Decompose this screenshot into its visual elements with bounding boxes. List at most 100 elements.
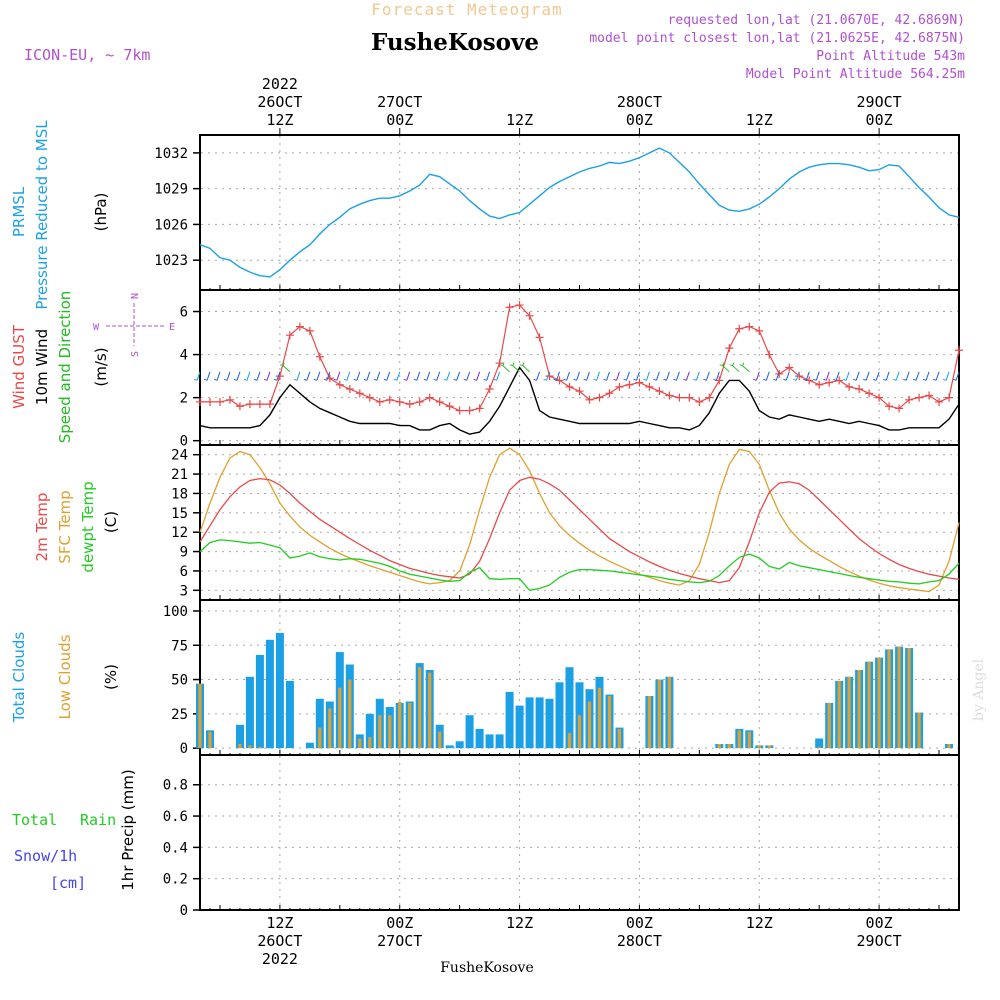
wind-direction-arrow <box>593 371 600 381</box>
low-cloud-bar <box>667 676 671 749</box>
wind-gust-point <box>765 350 774 359</box>
low-cloud-bar <box>747 731 751 749</box>
wind-direction-arrow <box>533 371 541 381</box>
wind-direction-arrow <box>683 371 690 381</box>
wind-direction-arrow <box>693 371 700 381</box>
wind-direction-arrow <box>323 371 331 381</box>
y-tick-label: 0 <box>180 434 188 450</box>
total-cloud-bar <box>815 738 824 749</box>
wind-direction-arrow <box>729 362 740 373</box>
pressure-label-unit: (hPa) <box>92 193 110 232</box>
total-cloud-bar <box>365 713 374 749</box>
total-cloud-bar <box>305 742 314 749</box>
wind-direction-arrow <box>873 371 880 381</box>
low-cloud-bar <box>368 737 372 749</box>
time-label-bottom: 12Z <box>506 914 533 932</box>
wind-gust-point <box>415 397 424 406</box>
y-tick-label: 15 <box>171 506 188 522</box>
low-cloud-bar <box>398 701 402 749</box>
precip-label-snow: Snow/1h <box>14 847 77 865</box>
temp-2m-line <box>199 476 960 584</box>
wind-direction-arrow <box>213 371 221 381</box>
wind-gust-point <box>585 395 594 404</box>
wind-gust-point <box>265 400 274 409</box>
low-cloud-bar <box>727 744 731 749</box>
time-label-top: 00Z <box>866 111 893 129</box>
y-tick-label: 0 <box>180 903 188 919</box>
wind-gust-point <box>505 303 514 312</box>
time-label-bottom: 26OCT <box>257 932 302 950</box>
total-cloud-bar <box>555 682 564 749</box>
time-label-top: 12Z <box>266 111 293 129</box>
wind-direction-arrow <box>912 371 920 381</box>
wind-gust-point <box>705 393 714 402</box>
dewpoint-line <box>199 539 960 592</box>
low-cloud-bar <box>338 687 342 749</box>
y-tick-label: 0 <box>180 741 188 757</box>
precip-panel-frame <box>199 754 960 911</box>
total-cloud-bar <box>275 632 284 749</box>
wind-gust-point <box>375 397 384 406</box>
low-cloud-bar <box>587 701 592 749</box>
wind-panel-frame <box>199 289 960 446</box>
time-label-bottom: 00Z <box>626 914 653 932</box>
wind-gust-point <box>235 402 244 411</box>
wind-direction-arrow <box>673 371 680 381</box>
cloud-label-low: Low Clouds <box>56 634 74 719</box>
wind-direction-arrow <box>353 371 361 381</box>
y-tick-label: 0.6 <box>163 809 188 825</box>
time-label-top: 00Z <box>626 111 653 129</box>
low-cloud-bar <box>597 687 602 749</box>
low-cloud-bar <box>817 746 821 749</box>
model-altitude: Model Point Altitude 564.25m <box>746 67 965 82</box>
wind-gust-point <box>215 397 224 406</box>
sfc-temp-line <box>199 447 960 593</box>
low-cloud-bar <box>847 676 851 749</box>
wind-gust-point <box>645 382 654 391</box>
pressure-line <box>199 147 960 278</box>
wind-direction-arrow <box>413 371 421 381</box>
wind-direction-arrow <box>193 371 201 381</box>
wind-gust-point <box>355 389 364 398</box>
wind-gust-point <box>875 393 884 402</box>
wind-direction-arrow <box>473 371 481 381</box>
wind-direction-arrow <box>573 371 580 381</box>
wind-direction-arrow <box>863 371 870 381</box>
low-cloud-bar <box>917 712 921 749</box>
wind-gust-point <box>855 385 864 394</box>
y-tick-label: 1032 <box>154 146 188 162</box>
wind-direction-arrow <box>903 371 910 381</box>
total-cloud-bar <box>245 676 254 749</box>
total-cloud-bar <box>565 667 574 749</box>
wind-direction-arrow <box>433 371 441 381</box>
wind-gust-point <box>775 369 784 378</box>
low-cloud-bar <box>258 746 262 749</box>
low-cloud-bar <box>827 702 831 749</box>
cloud-label-total: Total Clouds <box>10 632 28 724</box>
low-cloud-bar <box>577 715 582 749</box>
watermark: by Angel <box>971 658 987 721</box>
wind-gust-point <box>525 311 534 320</box>
pressure-label-prmsl: PRMSL <box>10 186 28 237</box>
wind-direction-arrow <box>813 371 820 381</box>
temp-label-dewpt: dewpt Temp <box>79 481 97 572</box>
wind-gust-point <box>745 322 754 331</box>
low-cloud-bar <box>907 648 911 749</box>
wind-gust-point <box>245 400 254 409</box>
wind-gust-point <box>815 380 824 389</box>
wind-gust-point <box>915 393 924 402</box>
wind-direction-arrow <box>443 371 451 381</box>
wind-direction-arrow <box>753 371 760 381</box>
wind-gust-point <box>196 397 204 406</box>
low-cloud-bar <box>767 745 771 749</box>
time-label-bottom: 12Z <box>266 914 293 932</box>
wind-direction-arrow <box>739 362 750 373</box>
y-tick-label: 2 <box>180 391 188 407</box>
wind-gust-point <box>685 393 694 402</box>
wind-direction-arrow <box>623 371 630 381</box>
wind-gust-point <box>945 393 954 402</box>
low-cloud-bar <box>947 744 951 749</box>
y-tick-label: 25 <box>171 707 188 723</box>
wind-gust-point <box>545 372 554 381</box>
